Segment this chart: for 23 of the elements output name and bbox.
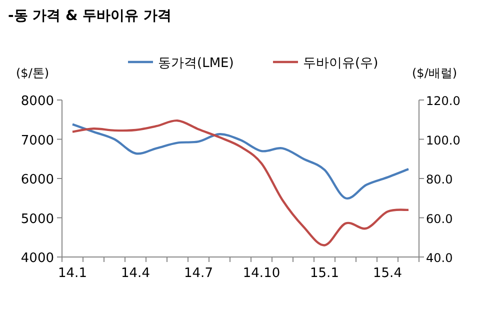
y2-tick-label: 80.0 xyxy=(426,172,453,186)
x-tick-label: 15.4 xyxy=(373,266,402,281)
line-series xyxy=(71,120,410,246)
y2-tick-label: 120.0 xyxy=(426,94,460,108)
y2-tick-label: 40.0 xyxy=(426,251,453,265)
x-tick-label: 14.10 xyxy=(242,266,280,281)
x-tick-label: 15.1 xyxy=(310,266,339,281)
y2-axis-title: ($/배럴) xyxy=(412,66,458,80)
y-tick-label: 4000 xyxy=(20,251,54,266)
y2-tick-label: 60.0 xyxy=(426,212,453,226)
chart-title: -동 가격 & 두바이유 가격 xyxy=(8,8,172,24)
y2-tick-label: 100.0 xyxy=(426,133,460,148)
x-tick-label: 14.4 xyxy=(121,266,150,281)
x-tick-label: 14.1 xyxy=(58,266,87,281)
line-series xyxy=(71,123,410,200)
y-tick-label: 7000 xyxy=(20,133,54,148)
y-tick-label: 6000 xyxy=(20,172,54,188)
legend-label: 두바이유(우) xyxy=(303,56,378,71)
y-tick-label: 5000 xyxy=(20,212,54,227)
legend-label: 동가격(LME) xyxy=(158,56,234,71)
y-tick-label: 8000 xyxy=(20,94,54,109)
x-tick-label: 14.7 xyxy=(184,266,213,281)
y-axis-title: ($/톤) xyxy=(16,66,50,80)
